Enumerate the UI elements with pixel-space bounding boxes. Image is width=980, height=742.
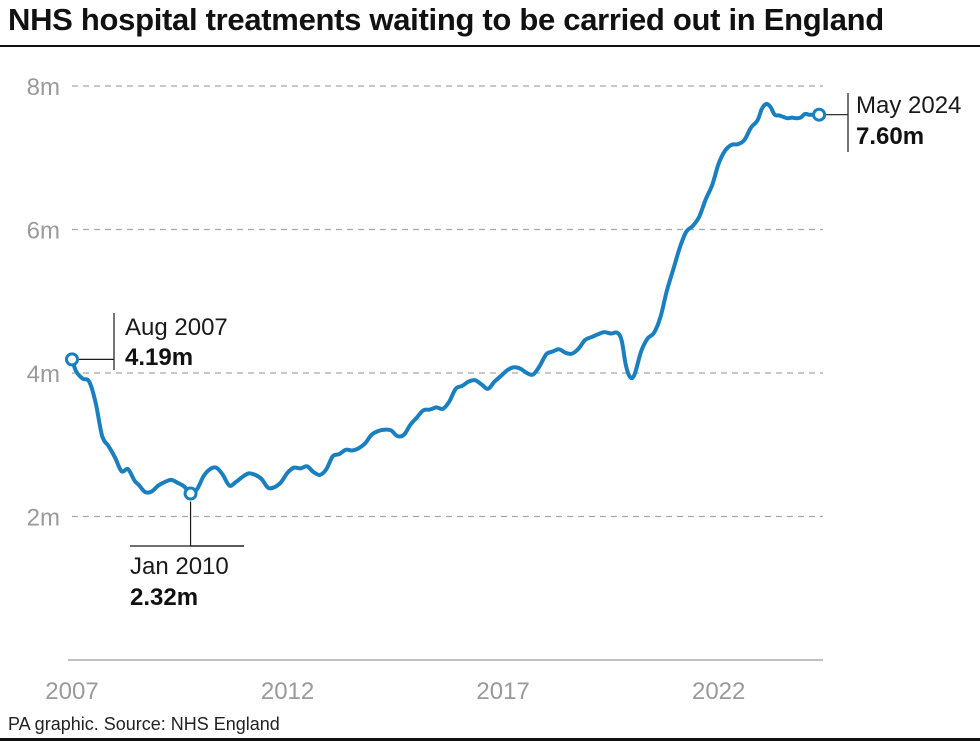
annotation-marker: [183, 486, 198, 501]
annotation-may-2024: May 2024 7.60m: [812, 92, 961, 152]
y-tick-8m: 8m: [27, 74, 60, 101]
annotation-value-label: 4.19m: [125, 344, 193, 371]
y-tick-6m: 6m: [27, 218, 60, 245]
annotations: Aug 2007 4.19m Jan 2010 2.32m May 2024 7.60m: [65, 92, 961, 611]
y-axis-ticks: 2m 4m 6m 8m: [27, 74, 60, 532]
x-axis-ticks: 2007 2012 2017 2022: [45, 678, 745, 705]
x-tick-2007: 2007: [45, 678, 98, 705]
chart-title: NHS hospital treatments waiting to be ca…: [8, 2, 884, 37]
y-tick-4m: 4m: [27, 361, 60, 388]
x-tick-2017: 2017: [476, 678, 529, 705]
source-credit: PA graphic. Source: NHS England: [8, 714, 280, 734]
annotation-date-label: Jan 2010: [130, 553, 229, 580]
x-tick-2022: 2022: [692, 678, 745, 705]
annotation-value-label: 2.32m: [130, 584, 198, 611]
annotation-jan-2010: Jan 2010 2.32m: [130, 486, 244, 611]
annotation-marker: [65, 352, 79, 367]
footer-rule: [0, 738, 980, 741]
title-rule: [0, 45, 980, 47]
annotation-date-label: Aug 2007: [125, 314, 228, 341]
y-tick-2m: 2m: [27, 505, 60, 532]
series-line-waiting-list: [70, 101, 822, 496]
x-tick-2012: 2012: [261, 678, 314, 705]
gridlines: [72, 85, 823, 518]
annotation-value-label: 7.60m: [856, 123, 924, 150]
annotation-marker: [812, 107, 827, 122]
annotation-date-label: May 2024: [856, 92, 961, 119]
annotation-aug-2007: Aug 2007 4.19m: [65, 313, 228, 371]
